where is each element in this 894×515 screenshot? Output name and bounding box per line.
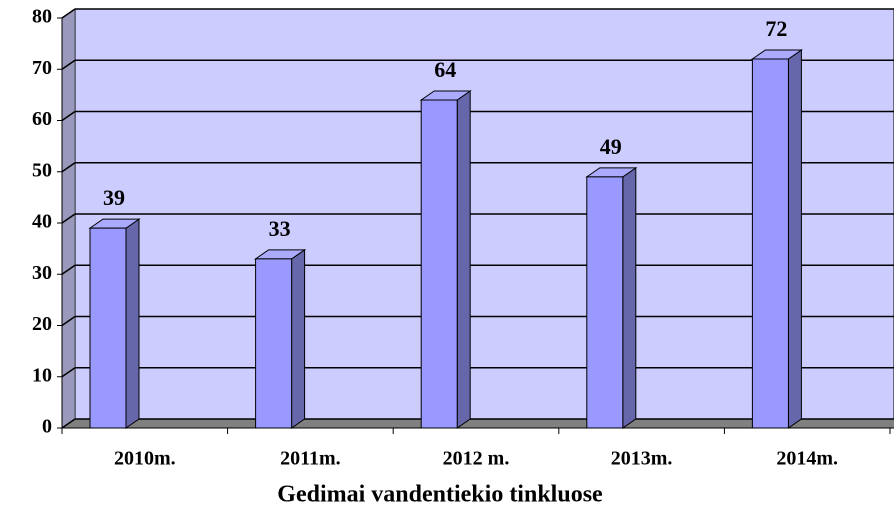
y-tick-label: 70 — [32, 57, 52, 79]
x-tick-label: 2012 m. — [443, 448, 510, 470]
grid-line — [61, 418, 76, 429]
x-tick-label: 2013m. — [611, 448, 673, 470]
y-tick-label: 30 — [32, 262, 52, 284]
chart-title: Gedimai vandentiekio tinkluose — [277, 482, 603, 508]
grid-line — [61, 264, 76, 275]
x-tick-label: 2011m. — [280, 448, 341, 470]
y-tick-label: 0 — [42, 416, 52, 438]
value-label: 39 — [103, 185, 125, 210]
y-tick-label: 50 — [32, 159, 52, 181]
grid-line — [61, 110, 76, 122]
grid-line — [61, 315, 76, 327]
grid-line — [61, 367, 76, 378]
y-tick-label: 80 — [32, 6, 52, 28]
value-label: 49 — [600, 134, 622, 159]
x-tick-label: 2014m. — [776, 448, 838, 470]
bar — [751, 58, 789, 429]
bar-side — [787, 49, 802, 429]
grid-line — [61, 213, 76, 224]
bar-side — [125, 218, 140, 429]
grid-line — [61, 162, 76, 173]
y-tick-label: 60 — [32, 108, 52, 130]
y-tick-label: 20 — [32, 313, 52, 335]
value-label: 72 — [765, 16, 787, 41]
y-tick-label: 10 — [32, 364, 52, 386]
grid-line — [61, 8, 76, 19]
x-tick-label: 2010m. — [114, 448, 176, 470]
bar-side — [291, 248, 306, 429]
bar — [89, 227, 127, 429]
y-tick-label: 40 — [32, 211, 52, 233]
bar-side — [622, 166, 637, 429]
bar-side — [456, 90, 471, 429]
value-label: 64 — [434, 57, 456, 82]
value-label: 33 — [269, 216, 291, 241]
bar — [586, 176, 624, 429]
bar — [255, 258, 293, 429]
bar — [420, 99, 458, 429]
grid-line — [61, 59, 76, 70]
